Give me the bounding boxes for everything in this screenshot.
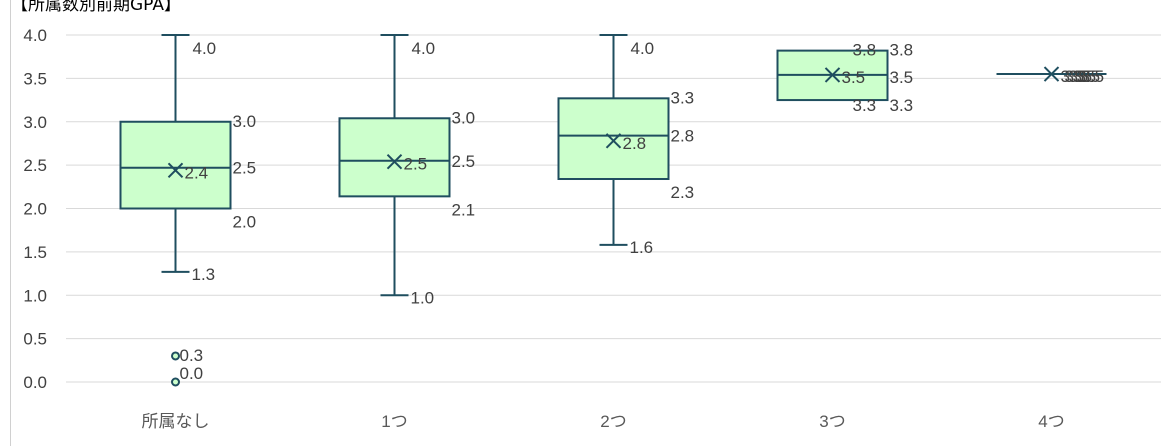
min-label: 1.6 (630, 238, 654, 257)
box-2 (557, 34, 670, 246)
median-label: 2.8 (671, 127, 695, 146)
outlier-label: 0.0 (180, 364, 204, 383)
min-label: 3.5 (1081, 67, 1105, 86)
y-tick-label: 3.0 (23, 113, 47, 132)
min-label: 1.0 (411, 288, 435, 307)
boxes (119, 34, 1107, 387)
outlier-point (171, 351, 180, 361)
y-tick-label: 1.0 (23, 286, 47, 305)
x-tick-label: 3つ (819, 412, 845, 431)
chart-title: 【所属数別前期GPA】 (11, 0, 181, 15)
q3-label: 3.0 (452, 108, 476, 127)
q1-label: 3.5 (1077, 67, 1101, 86)
mean-label: 3.5 (1061, 67, 1085, 86)
min-label: 1.3 (192, 265, 216, 284)
q1-label: 2.3 (671, 183, 695, 202)
iqr-box (119, 120, 232, 210)
mean-marker (167, 162, 184, 179)
x-tick-label: 2つ (600, 412, 626, 431)
mean-marker (605, 133, 622, 149)
median-label: 3.5 (1065, 67, 1089, 86)
mean-label: 2.5 (404, 155, 428, 174)
q3-label: 3.0 (233, 112, 257, 131)
max-label: 4.0 (193, 39, 217, 58)
median-label: 3.5 (890, 68, 914, 87)
q1-label: 2.1 (452, 200, 476, 219)
x-tick-label: 4つ (1038, 412, 1064, 431)
q1-label: 2.0 (233, 213, 257, 232)
q3-label: 3.3 (671, 88, 695, 107)
box-1 (338, 34, 451, 297)
y-tick-label: 2.5 (23, 156, 47, 175)
outlier-label: 0.3 (180, 346, 204, 365)
q3-label: 3.5 (1069, 67, 1093, 86)
max-label: 4.0 (631, 39, 655, 58)
outlier-point (171, 377, 180, 387)
mean-marker (824, 67, 841, 83)
axes: 0.0 0.5 1.0 1.5 2.0 2.5 3.0 3.5 4.0 所属なし 1つ 2つ 3つ 4つ (23, 26, 1064, 431)
mean-label: 2.8 (623, 134, 647, 153)
mean-marker (386, 153, 403, 170)
max-label: 3.8 (853, 41, 877, 60)
data-labels: 0.30.0 4.0 3.0 2.5 2.4 2.0 1.3 4.0 3.0 2.5 2.5 2.1 1… (180, 39, 1105, 383)
mean-marker (1043, 66, 1060, 82)
box-3 (776, 49, 889, 102)
chart-frame: 【所属数別前期GPA】 0.0 0.5 1.0 1.5 2.0 2.5 3.0 3.5 4.0 所… (10, 0, 1170, 446)
median-label: 2.5 (233, 159, 257, 178)
y-tick-label: 0.0 (23, 373, 47, 392)
x-tick-label: 所属なし (142, 412, 210, 431)
box-0 (119, 34, 232, 387)
min-label: 3.3 (853, 96, 877, 115)
y-tick-label: 1.5 (23, 243, 47, 262)
x-tick-label: 1つ (381, 412, 407, 431)
y-tick-label: 2.0 (23, 200, 47, 219)
max-label: 4.0 (412, 39, 436, 58)
mean-label: 2.4 (185, 163, 209, 182)
q3-label: 3.8 (890, 41, 914, 60)
max-label: 3.5 (1073, 67, 1097, 86)
iqr-box (338, 117, 451, 198)
y-tick-label: 3.5 (23, 69, 47, 88)
q1-label: 3.3 (890, 96, 914, 115)
box-4 (996, 66, 1107, 82)
iqr-box (557, 97, 670, 181)
mean-label: 3.5 (842, 68, 866, 87)
y-tick-label: 0.5 (23, 330, 47, 349)
y-tick-label: 4.0 (23, 26, 47, 45)
median-label: 2.5 (452, 152, 476, 171)
